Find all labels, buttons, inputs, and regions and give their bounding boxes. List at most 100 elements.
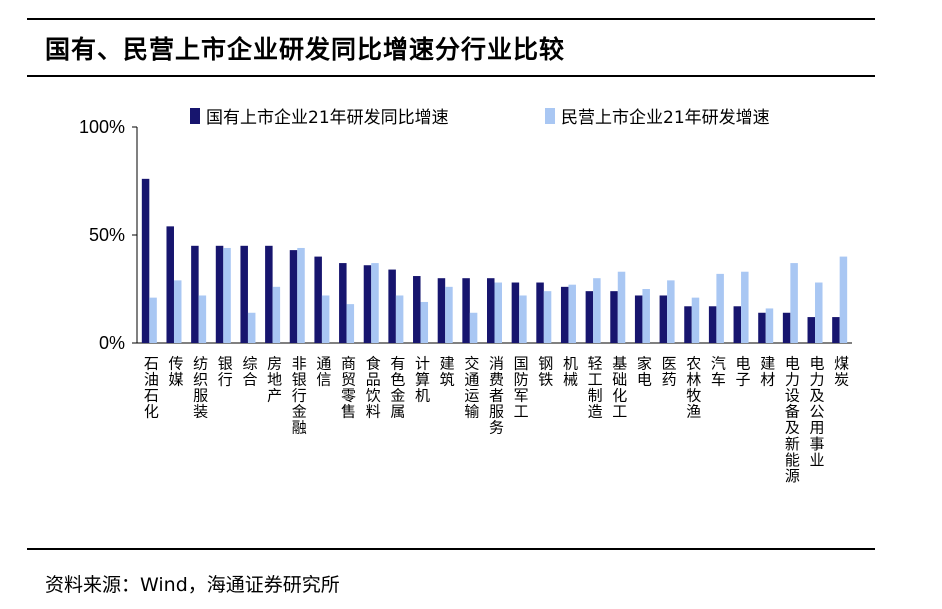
bar-private [543, 291, 552, 343]
category-label: 交通运输 [464, 355, 479, 421]
bar-soe [832, 317, 840, 343]
bar-soe [708, 306, 717, 343]
legend-label-private: 民营上市企业21年研发增速 [561, 108, 770, 128]
bar-soe [437, 278, 446, 343]
category-label: 家电 [637, 355, 652, 389]
bar-soe [610, 291, 618, 343]
y-tick-label: 50% [89, 225, 125, 245]
category-label: 综合 [242, 355, 257, 389]
category-label: 传媒 [168, 355, 183, 389]
legend-label-soe: 国有上市企业21年研发同比增速 [206, 108, 449, 128]
category-label: 电力及公用事业 [810, 355, 825, 469]
bar-private [173, 280, 182, 343]
bar-soe [191, 245, 199, 343]
bar-soe [511, 282, 520, 343]
bar-private [445, 286, 453, 343]
bar-soe [560, 286, 569, 343]
bar-chart: 0% 50% 100% 石油石化传媒纺织服装银行综合房地产非银行金融通信商贸零售食品饮… [79, 108, 852, 485]
category-label: 商贸零售 [341, 355, 356, 421]
bar-private [568, 284, 576, 343]
bar-soe [314, 256, 322, 343]
category-label: 有色金属 [390, 355, 405, 421]
bar-soe [363, 265, 372, 343]
y-tick-label: 100% [79, 117, 125, 137]
bar-private [469, 312, 478, 343]
bar-private [297, 247, 305, 343]
bar-soe [339, 263, 347, 343]
source-note: 资料来源：Wind，海通证券研究所 [45, 574, 340, 596]
bar-private [519, 295, 527, 343]
legend-swatch-soe [190, 108, 200, 124]
category-label: 轻工制造 [588, 355, 603, 421]
bar-soe [659, 295, 668, 343]
category-label: 计算机 [415, 355, 430, 405]
bar-private [790, 263, 798, 343]
y-tick-label: 0% [99, 333, 125, 353]
bar-private [617, 271, 626, 343]
bar-soe [166, 226, 174, 343]
bar-private [149, 297, 157, 343]
category-label: 煤炭 [834, 355, 849, 389]
bar-soe [807, 317, 816, 343]
bar-private [815, 282, 823, 343]
category-label: 基础化工 [612, 355, 627, 421]
bar-private [198, 295, 207, 343]
bar-private [420, 301, 429, 343]
category-label: 电力设备及新能源 [785, 355, 800, 485]
chart-title: 国有、民营上市企业研发同比增速分行业比较 [45, 35, 566, 64]
bar-private [272, 286, 281, 343]
bar-private [494, 282, 502, 343]
bar-private [346, 304, 355, 343]
category-label: 汽车 [711, 355, 726, 389]
bar-private [223, 247, 231, 343]
category-label: 医药 [662, 355, 677, 389]
bar-private [839, 256, 848, 343]
category-label: 消费者服务 [489, 355, 504, 437]
category-label: 非银行金融 [292, 355, 307, 437]
bar-soe [462, 278, 470, 343]
bar-soe [413, 276, 421, 343]
category-label: 电子 [736, 355, 751, 389]
bar-private [691, 297, 700, 343]
category-label: 食品饮料 [366, 355, 381, 421]
title-underline [27, 75, 875, 77]
category-label: 建筑 [440, 355, 455, 389]
bar-soe [684, 306, 692, 343]
bar-soe [240, 245, 248, 343]
bar-soe [487, 278, 495, 343]
category-label: 国防军工 [514, 355, 529, 421]
category-label: 石油石化 [144, 355, 159, 421]
category-label: 机械 [563, 355, 578, 389]
bar-private [741, 271, 749, 343]
bar-private [395, 295, 404, 343]
bar-soe [782, 312, 791, 343]
bar-soe [634, 295, 643, 343]
category-label: 银行 [218, 355, 233, 389]
bar-soe [141, 178, 150, 343]
top-rule [27, 18, 875, 20]
legend-swatch-private [545, 108, 555, 124]
bar-soe [536, 282, 544, 343]
category-label: 建材 [760, 355, 775, 389]
bar-private [667, 280, 675, 343]
bar-soe [733, 306, 742, 343]
bar-private [765, 308, 774, 343]
bottom-rule [27, 548, 875, 550]
category-label: 房地产 [267, 355, 282, 405]
bar-soe [388, 269, 396, 343]
bar-private [371, 263, 379, 343]
bar-private [247, 312, 256, 343]
bar-soe [215, 245, 224, 343]
bar-private [593, 278, 601, 343]
category-label: 钢铁 [538, 355, 553, 389]
category-label: 纺织服装 [193, 355, 208, 421]
bar-soe [758, 312, 766, 343]
bar-private [716, 273, 724, 343]
bar-private [321, 295, 330, 343]
bar-soe [585, 291, 594, 343]
bar-private [642, 289, 650, 343]
category-label: 农林牧渔 [686, 355, 701, 421]
bar-soe [265, 245, 273, 343]
bar-soe [289, 250, 298, 343]
category-label: 通信 [316, 355, 331, 389]
